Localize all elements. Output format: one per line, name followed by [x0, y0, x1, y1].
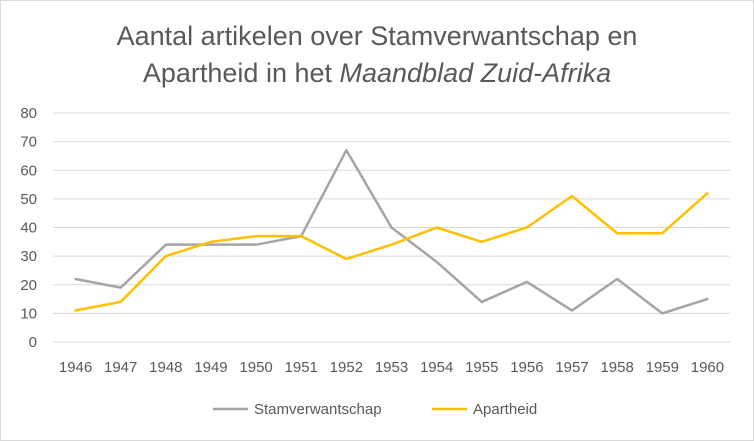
x-tick-label: 1950 — [239, 359, 272, 376]
x-tick-label: 1947 — [104, 359, 137, 376]
y-tick-label: 60 — [20, 162, 37, 179]
y-tick-label: 30 — [20, 248, 37, 265]
x-tick-label: 1953 — [375, 359, 408, 376]
x-tick-label: 1949 — [194, 359, 227, 376]
chart-title-line2-prefix: Apartheid in het — [142, 58, 340, 88]
y-tick-label: 40 — [20, 220, 37, 237]
y-tick-label: 10 — [20, 305, 37, 322]
y-tick-label: 70 — [20, 134, 37, 151]
x-tick-label: 1948 — [149, 359, 182, 376]
x-tick-label: 1954 — [420, 359, 453, 376]
y-tick-label: 80 — [20, 105, 37, 122]
legend: Stamverwantschap Apartheid — [213, 401, 537, 418]
x-tick-label: 1956 — [510, 359, 543, 376]
x-tick-label: 1951 — [285, 359, 318, 376]
x-tick-label: 1959 — [646, 359, 679, 376]
chart-title: Aantal artikelen over Stamverwantschap e… — [0, 18, 754, 92]
y-tick-label: 0 — [29, 334, 37, 351]
x-tick-label: 1958 — [600, 359, 633, 376]
chart-title-line2: Apartheid in het Maandblad Zuid-Afrika — [0, 55, 754, 92]
chart-title-line2-italic: Maandblad Zuid-Afrika — [339, 58, 612, 88]
x-tick-label: 1952 — [330, 359, 363, 376]
series-line-stamverwantschap — [74, 148, 709, 315]
x-tick-label: 1955 — [465, 359, 498, 376]
chart-title-line1: Aantal artikelen over Stamverwantschap e… — [116, 21, 638, 51]
series-line-apartheid — [74, 191, 709, 312]
x-tick-label: 1946 — [59, 359, 92, 376]
x-tick-label: 1960 — [691, 359, 724, 376]
series-lines — [74, 148, 709, 315]
x-axis-tick-labels: 1946 1947 1948 1949 1950 1951 1952 1953 1954 1955… — [59, 359, 724, 376]
y-tick-label: 20 — [20, 277, 37, 294]
x-tick-label: 1957 — [555, 359, 588, 376]
y-axis-tick-labels: 0 10 20 30 40 50 60 70 80 — [20, 105, 37, 351]
legend-label-apartheid: Apartheid — [473, 401, 537, 418]
y-tick-label: 50 — [20, 191, 37, 208]
legend-label-stamverwantschap: Stamverwantschap — [254, 401, 382, 418]
